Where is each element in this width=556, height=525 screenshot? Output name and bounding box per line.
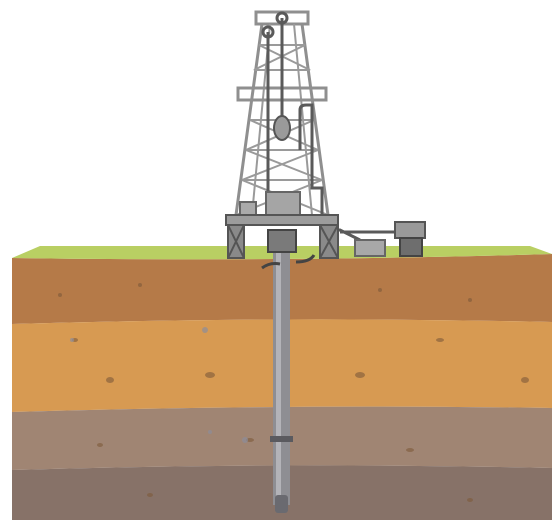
pipe-collar: [270, 436, 293, 442]
travelling-block: [273, 115, 291, 141]
legs: [234, 23, 330, 216]
hose: [298, 103, 361, 242]
blowout-preventer: [267, 229, 297, 253]
equipment: [340, 221, 426, 257]
generator: [399, 237, 423, 257]
pump: [354, 239, 386, 257]
rig-floor: [225, 214, 339, 226]
pipe-highlight: [276, 250, 281, 505]
pipe: [273, 250, 290, 505]
derrick: [225, 10, 361, 270]
wellhead-lines: [261, 254, 316, 270]
substructure-braces: [227, 224, 339, 259]
cables: [266, 18, 284, 200]
pulley: [275, 11, 289, 25]
drill-bit: [275, 495, 288, 513]
pulley: [261, 25, 275, 39]
tank: [394, 221, 426, 239]
pebbles: [58, 283, 529, 502]
motor: [239, 201, 257, 217]
stones: [70, 327, 248, 443]
well-pipe: [270, 250, 293, 513]
